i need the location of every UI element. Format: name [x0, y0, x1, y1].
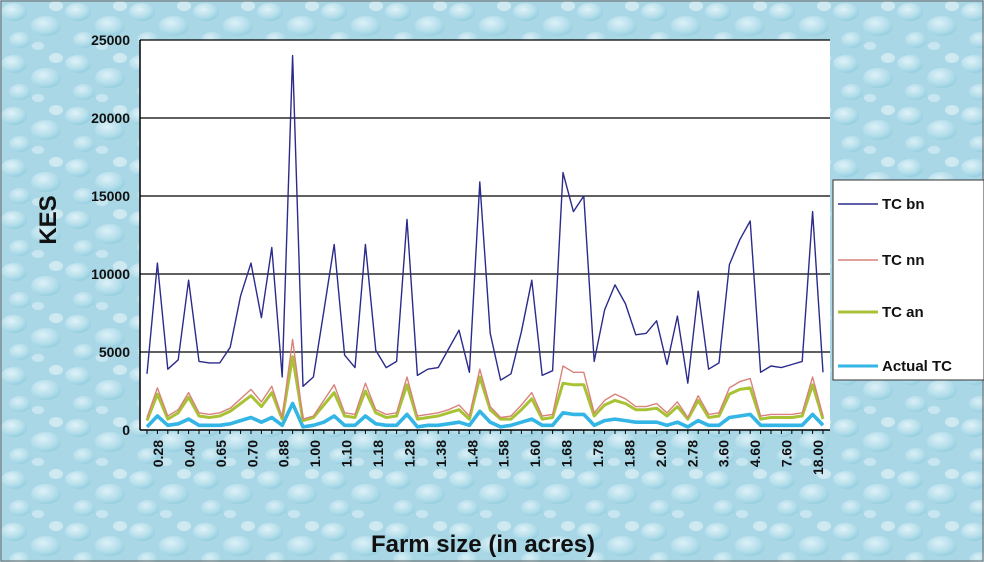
- axes: [139, 40, 830, 434]
- x-tick-label: 7.60: [779, 440, 795, 467]
- y-tick-label: 10000: [91, 266, 130, 282]
- y-tick-label: 0: [122, 422, 130, 438]
- x-tick-label: 1.38: [433, 440, 449, 467]
- x-tick-label: 1.18: [370, 440, 386, 467]
- y-tick-label: 5000: [99, 344, 130, 360]
- legend-box: [832, 179, 984, 381]
- y-tick-label: 20000: [91, 110, 130, 126]
- legend-label-2: TC an: [882, 304, 924, 321]
- series-lines: [145, 54, 825, 429]
- x-tick-label: 1.00: [307, 440, 323, 467]
- x-tick-label: 0.40: [181, 440, 197, 467]
- legend-label-1: TC nn: [882, 252, 925, 269]
- x-tick-label: 1.10: [339, 440, 355, 467]
- x-tick-label: 1.58: [496, 440, 512, 467]
- legend: TC bn TC nn TC an Actual TC: [832, 179, 984, 381]
- legend-label-3: Actual TC: [882, 358, 952, 375]
- series-line-3: [145, 401, 825, 429]
- plot-area: [140, 40, 830, 430]
- x-tick-label: 1.68: [559, 440, 575, 467]
- y-tick-label: 25000: [91, 32, 130, 48]
- x-tick-label: 4.60: [747, 440, 763, 467]
- y-tick-labels: 0 5000 10000 15000 20000 25000: [91, 32, 130, 438]
- y-axis-label: KES: [35, 195, 62, 244]
- x-tick-label: 18.00: [810, 440, 826, 475]
- gridlines: [140, 39, 830, 353]
- x-axis-label: Farm size (in acres): [371, 531, 595, 558]
- x-tick-label: 1.60: [527, 440, 543, 467]
- x-tick-label: 2.78: [684, 440, 700, 467]
- series-line-2: [145, 355, 825, 423]
- x-tick-label: 0.70: [244, 440, 260, 467]
- x-tick-label: 0.88: [276, 440, 292, 467]
- series-line-0: [146, 54, 824, 387]
- y-tick-label: 15000: [91, 188, 130, 204]
- series-line-1: [146, 338, 824, 420]
- x-tick-label: 2.00: [653, 440, 669, 467]
- x-tick-label: 1.88: [621, 440, 637, 467]
- legend-label-0: TC bn: [882, 196, 925, 213]
- x-tick-label: 3.60: [716, 440, 732, 467]
- x-tick-label: 1.78: [590, 440, 606, 467]
- x-tick-label: 1.48: [464, 440, 480, 467]
- x-tick-label: 0.28: [150, 440, 166, 467]
- x-tick-labels: 0.28 0.40 0.65 0.70 0.88 1.00 1.10 1.18 1.28 1.38…: [150, 440, 826, 475]
- x-tick-label: 0.65: [213, 440, 229, 467]
- x-tick-label: 1.28: [401, 440, 417, 467]
